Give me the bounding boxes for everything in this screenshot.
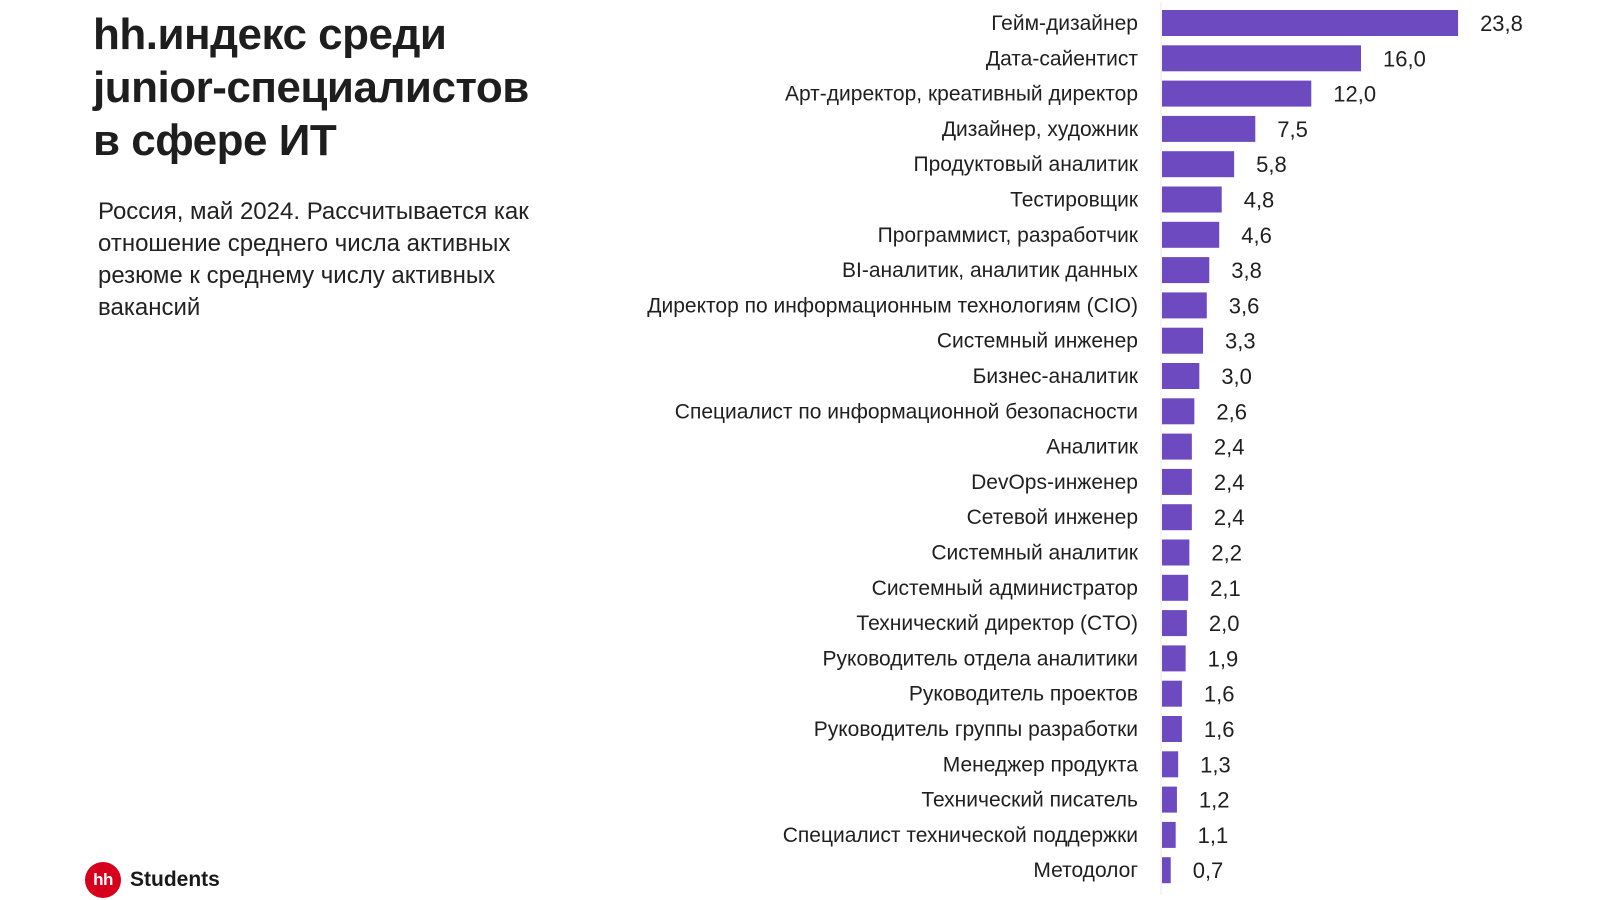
category-label: Системный администратор (872, 577, 1138, 600)
category-label: Директор по информационным технологиям (… (647, 294, 1138, 317)
category-label: Арт-директор, креативный директор (785, 83, 1138, 106)
value-label: 4,6 (1241, 223, 1272, 248)
hh-students-logo: hh Students (85, 862, 220, 898)
category-label: Руководитель отдела аналитики (823, 647, 1138, 670)
category-label: Технический писатель (921, 789, 1138, 812)
value-label: 2,2 (1211, 541, 1242, 566)
category-label: Системный аналитик (931, 542, 1138, 565)
bar (1162, 504, 1192, 531)
bar (1162, 539, 1190, 566)
value-label: 1,6 (1204, 682, 1235, 707)
category-label: Аналитик (1046, 436, 1139, 459)
bar (1162, 468, 1192, 495)
category-label: Технический директор (CTO) (856, 612, 1138, 635)
bar (1162, 398, 1195, 425)
value-label: 2,4 (1214, 505, 1245, 530)
category-label: Сетевой инженер (967, 506, 1138, 529)
category-label: Программист, разработчик (878, 224, 1139, 247)
bar (1162, 45, 1362, 72)
logo-text: Students (130, 868, 220, 891)
category-label: DevOps-инженер (971, 471, 1138, 494)
value-label: 1,2 (1199, 788, 1230, 813)
bar (1162, 363, 1200, 389)
bar (1162, 257, 1210, 284)
category-label: Тестировщик (1010, 189, 1139, 212)
value-label: 2,1 (1210, 576, 1241, 601)
category-label: Бизнес-аналитик (973, 365, 1139, 388)
value-label: 2,4 (1214, 435, 1245, 460)
category-label: Руководитель проектов (909, 683, 1138, 706)
value-label: 1,3 (1200, 752, 1231, 777)
category-label: Руководитель группы разработки (814, 718, 1138, 741)
value-label: 3,6 (1229, 293, 1260, 318)
bar (1162, 292, 1207, 319)
value-label: 2,6 (1216, 399, 1247, 424)
category-label: Методолог (1033, 859, 1138, 882)
category-label: Продуктовый аналитик (913, 153, 1138, 176)
bar (1162, 786, 1177, 813)
value-label: 23,8 (1480, 11, 1523, 36)
category-label: Менеджер продукта (943, 753, 1139, 776)
category-label: Специалист технической поддержки (783, 824, 1138, 847)
bar (1162, 680, 1182, 707)
category-label: Дата-сайентист (986, 47, 1139, 70)
bar (1162, 327, 1204, 354)
value-label: 2,4 (1214, 470, 1245, 495)
bar (1162, 751, 1179, 778)
value-label: 7,5 (1277, 117, 1308, 142)
bar (1162, 645, 1186, 672)
value-label: 1,1 (1198, 823, 1229, 848)
bar (1162, 186, 1222, 213)
bar (1162, 821, 1176, 848)
value-label: 3,0 (1221, 364, 1252, 389)
hh-logo-icon: hh (85, 862, 121, 898)
bar (1162, 857, 1171, 884)
bar (1162, 115, 1256, 142)
category-label: Специалист по информационной безопасност… (675, 400, 1138, 423)
value-label: 1,6 (1204, 717, 1235, 742)
category-label: BI-аналитик, аналитик данных (842, 259, 1139, 282)
value-label: 2,0 (1209, 611, 1240, 636)
category-label: Системный инженер (937, 330, 1138, 353)
value-label: 12,0 (1333, 82, 1376, 107)
value-label: 16,0 (1383, 46, 1426, 71)
bar (1162, 80, 1312, 107)
value-label: 3,3 (1225, 329, 1256, 354)
bar (1162, 221, 1220, 248)
bar (1162, 433, 1192, 460)
value-label: 4,8 (1244, 188, 1275, 213)
value-label: 5,8 (1256, 152, 1287, 177)
chart-subtitle: Россия, май 2024. Рассчитывается как отн… (98, 198, 529, 321)
bar (1162, 574, 1189, 601)
bar (1162, 151, 1235, 178)
bar (1162, 10, 1459, 36)
bar (1162, 610, 1187, 637)
page-title: hh.индекс среди junior-специалистов в сф… (93, 10, 529, 165)
value-label: 0,7 (1193, 858, 1224, 883)
category-label: Дизайнер, художник (942, 118, 1139, 141)
value-label: 1,9 (1208, 646, 1239, 671)
category-label: Гейм-дизайнер (991, 12, 1138, 35)
value-label: 3,8 (1231, 258, 1262, 283)
bar (1162, 716, 1182, 742)
